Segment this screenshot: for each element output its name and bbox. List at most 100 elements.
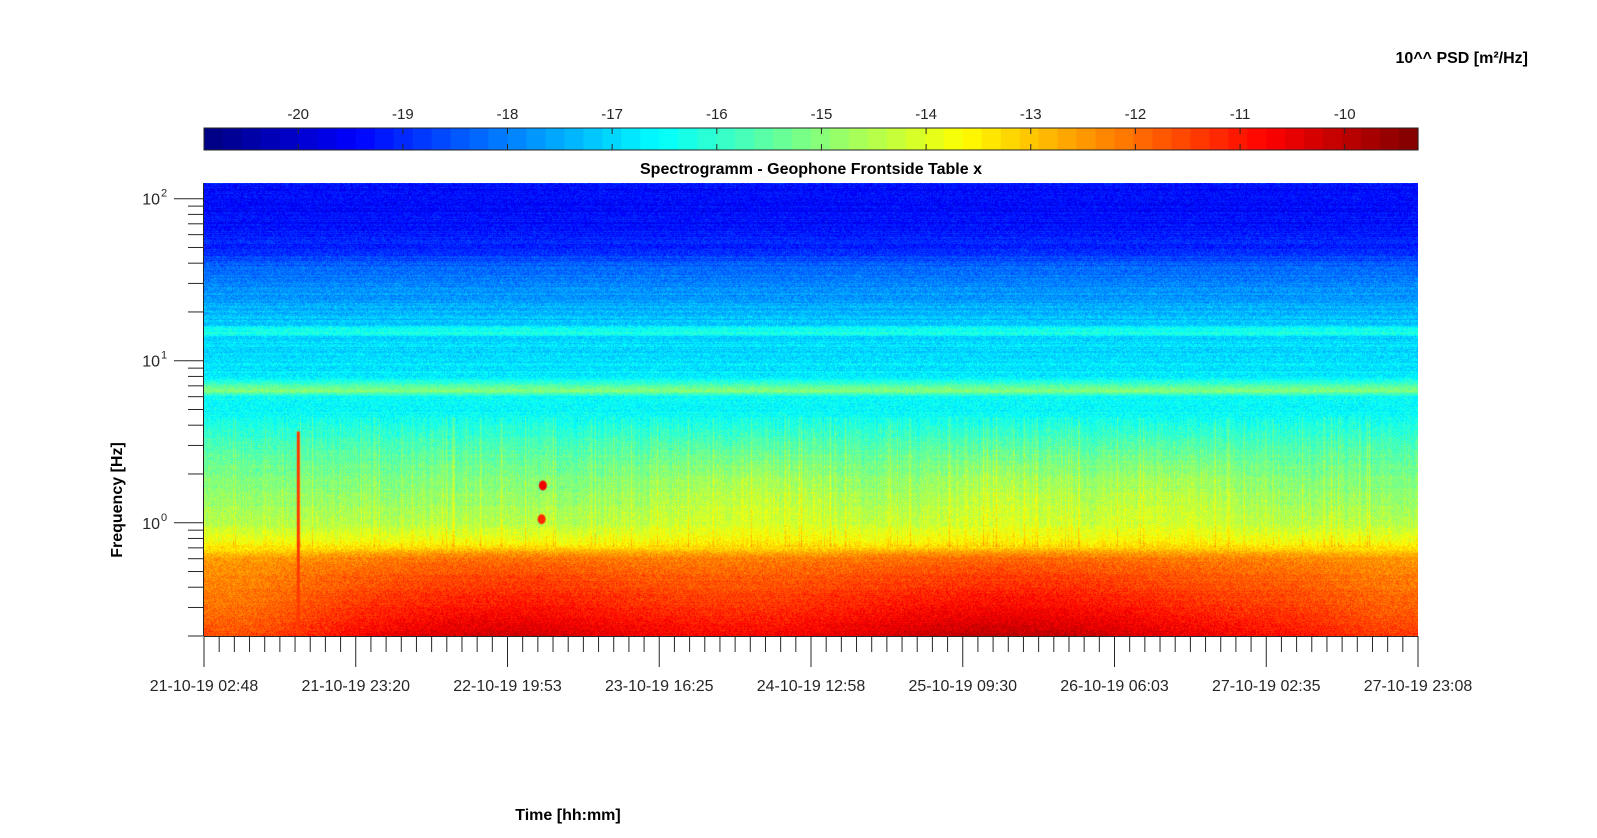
colorbar-step: [943, 128, 964, 150]
colorbar-step: [905, 128, 926, 150]
y-tick-exponent: 1: [161, 350, 167, 362]
colorbar-step: [507, 128, 528, 150]
colorbar-step: [526, 128, 547, 150]
x-tick-label: 21-10-19 23:20: [301, 678, 410, 695]
chart-title: Spectrogramm - Geophone Frontside Table …: [640, 161, 982, 178]
colorbar-tick-labels: -20 -19 -18 -17 -16 -15 -14 -13 -12 -11 -10: [287, 106, 1355, 123]
colorbar-step: [222, 128, 243, 150]
x-axis-label: Time [hh:mm]: [515, 807, 620, 824]
colorbar-step: [279, 128, 300, 150]
colorbar-label: 10^^ PSD [m²/Hz]: [1396, 50, 1528, 67]
colorbar-step: [792, 128, 812, 150]
colorbar-step: [981, 128, 1002, 150]
colorbar-ticks: [297, 128, 1346, 150]
colorbar-step: [659, 128, 679, 150]
colorbar-step: [1076, 128, 1097, 150]
colorbar-step: [241, 128, 262, 150]
y-tick-label: 10: [142, 354, 160, 371]
colorbar-tick-label: -13: [1020, 106, 1042, 123]
colorbar-step: [545, 128, 566, 150]
colorbar-tick-label: -14: [915, 106, 937, 123]
x-tick-label: 21-10-19 02:48: [150, 678, 259, 695]
colorbar-step: [1114, 128, 1135, 150]
colorbar-tick-label: -20: [287, 106, 309, 123]
colorbar-step: [1380, 128, 1400, 150]
colorbar-tick-label: -15: [811, 106, 833, 123]
colorbar-step: [1399, 128, 1419, 150]
colorbar-step: [924, 128, 945, 150]
colorbar-step: [583, 128, 603, 150]
y-tick-label: 10: [142, 516, 160, 533]
colorbar-step: [1095, 128, 1116, 150]
colorbar-step: [1133, 128, 1154, 150]
colorbar-step: [1285, 128, 1305, 150]
colorbar-step: [1361, 128, 1381, 150]
colorbar-step: [811, 128, 831, 150]
colorbar-step: [867, 128, 888, 150]
colorbar-step: [564, 128, 584, 150]
colorbar-step: [355, 128, 376, 150]
colorbar-step: [886, 128, 907, 150]
colorbar-tick-label: -19: [392, 106, 414, 123]
colorbar-step: [621, 128, 641, 150]
colorbar-step: [1304, 128, 1324, 150]
colorbar-step: [1152, 128, 1173, 150]
colorbar-step: [1057, 128, 1078, 150]
y-tick-exponent: 2: [161, 188, 167, 200]
colorbar-step: [716, 128, 736, 150]
spectrogram-plot-area: [204, 183, 1418, 636]
colorbar-tick-label: -17: [601, 106, 623, 123]
colorbar-step: [374, 128, 395, 150]
y-axis-label: Frequency [Hz]: [109, 442, 126, 558]
colorbar-step: [1038, 128, 1059, 150]
colorbar-step: [450, 128, 471, 150]
colorbar-step: [1323, 128, 1343, 150]
colorbar-step: [1228, 128, 1248, 150]
colorbar-tick-label: -12: [1125, 106, 1147, 123]
colorbar-step: [298, 128, 319, 150]
x-axis-tick-labels: 21-10-19 02:48 21-10-19 23:20 22-10-19 19:…: [150, 678, 1473, 695]
colorbar-step: [1000, 128, 1021, 150]
colorbar-step: [1190, 128, 1210, 150]
colorbar-tick-label: -11: [1230, 106, 1251, 123]
colorbar-step: [829, 128, 850, 150]
colorbar-step: [1342, 128, 1362, 150]
colorbar-step: [848, 128, 869, 150]
colorbar-step: [1019, 128, 1040, 150]
colorbar-step: [260, 128, 281, 150]
colorbar-step: [1247, 128, 1267, 150]
y-tick-label: 10: [142, 192, 160, 209]
x-tick-label: 27-10-19 02:35: [1212, 678, 1321, 695]
x-tick-label: 22-10-19 19:53: [453, 678, 562, 695]
colorbar-step: [1171, 128, 1191, 150]
colorbar-step: [412, 128, 433, 150]
colorbar-step: [336, 128, 357, 150]
x-tick-label: 25-10-19 09:30: [908, 678, 1017, 695]
y-axis-ticks: [174, 198, 203, 637]
colorbar-gradient: [204, 128, 1419, 150]
colorbar-step: [678, 128, 698, 150]
colorbar-step: [488, 128, 509, 150]
colorbar-step: [640, 128, 660, 150]
x-tick-label: 27-10-19 23:08: [1364, 678, 1473, 695]
colorbar-step: [735, 128, 755, 150]
x-tick-label: 26-10-19 06:03: [1060, 678, 1169, 695]
colorbar-step: [697, 128, 717, 150]
x-tick-label: 23-10-19 16:25: [605, 678, 714, 695]
colorbar-step: [754, 128, 774, 150]
y-tick-exponent: 0: [161, 512, 167, 524]
x-tick-label: 24-10-19 12:58: [757, 678, 866, 695]
colorbar-step: [393, 128, 414, 150]
colorbar-step: [602, 128, 622, 150]
colorbar-tick-label: -16: [706, 106, 728, 123]
colorbar-step: [431, 128, 452, 150]
colorbar-tick-label: -10: [1334, 106, 1356, 123]
colorbar-frame: [203, 127, 1419, 151]
colorbar-step: [962, 128, 983, 150]
colorbar-step: [1266, 128, 1286, 150]
x-axis-ticks: [203, 636, 1419, 667]
colorbar-step: [317, 128, 338, 150]
colorbar-tick-label: -18: [497, 106, 519, 123]
